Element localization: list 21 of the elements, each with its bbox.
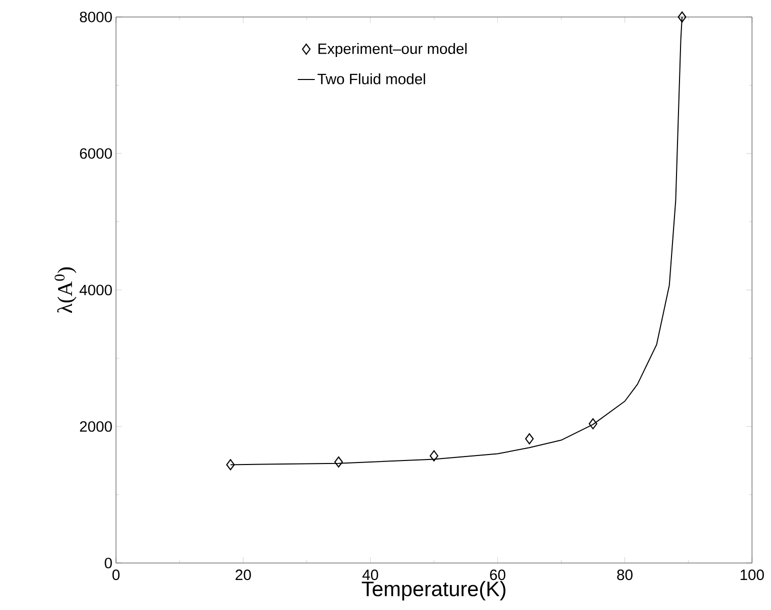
y-tick-label: 8000 xyxy=(80,12,112,22)
point xyxy=(226,459,235,470)
point xyxy=(525,433,534,444)
point xyxy=(430,450,438,462)
y-tick-label: 4000 xyxy=(80,284,112,296)
point xyxy=(588,418,598,430)
x-tick-label: 40 xyxy=(362,570,378,580)
x-tick-label: 60 xyxy=(490,570,506,580)
y-tick-label: 0 xyxy=(104,558,112,568)
x-axis-title: Temperature(K) xyxy=(362,580,506,600)
x-tick-label: 100 xyxy=(740,570,764,580)
y-tick-label: 6000 xyxy=(80,148,112,159)
x-tick-label: 0 xyxy=(112,570,120,580)
point xyxy=(334,456,343,468)
y-tick-label: 2000 xyxy=(80,421,112,432)
x-tick-label: 80 xyxy=(617,570,633,580)
legend-label: Experiment–our model xyxy=(318,43,467,57)
point xyxy=(678,11,686,23)
y-axis-title: λ(A$^{0}$) xyxy=(54,267,76,313)
legend-label: Two Fluid model xyxy=(318,73,426,84)
x-tick-label: 20 xyxy=(236,570,251,580)
